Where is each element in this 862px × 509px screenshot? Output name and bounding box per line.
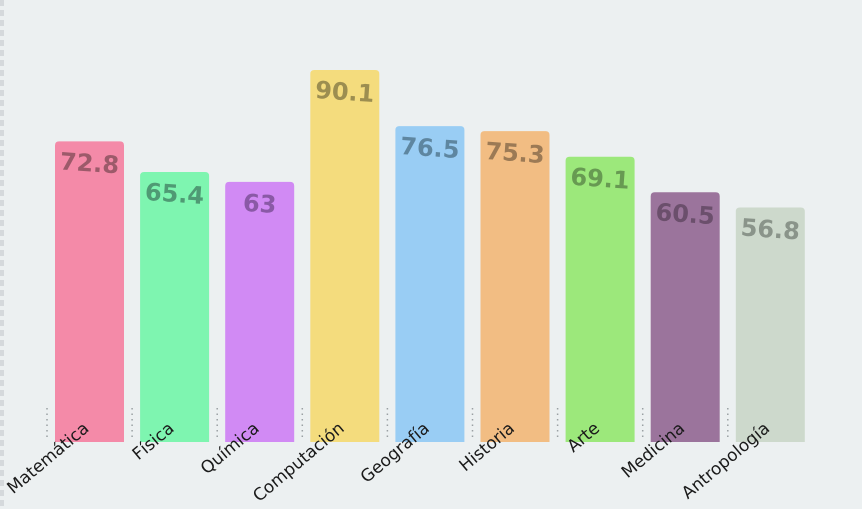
value-label-historia: 75.3 (484, 137, 545, 169)
value-label-fisica: 65.4 (144, 178, 205, 210)
bars-layer: 72.8 65.4 63 90.1 76.5 75.3 69.1 60.5 56.8 (55, 70, 805, 442)
bar-historia (480, 131, 550, 442)
bar-geografia (395, 126, 465, 442)
value-label-antropologia: 56.8 (740, 213, 801, 245)
left-edge-divider (0, 0, 4, 509)
category-label-matematica: Matemática (3, 419, 93, 499)
bar-fisica (140, 171, 210, 442)
bar-computacion (310, 70, 380, 442)
value-label-matematica: 72.8 (59, 147, 120, 179)
bar-medicina (650, 192, 720, 442)
bar-arte (565, 156, 635, 442)
value-label-arte: 69.1 (570, 163, 631, 195)
value-label-computacion: 90.1 (314, 76, 375, 108)
bar-antropologia (735, 207, 805, 442)
bar-matematica (55, 141, 124, 442)
value-label-quimica: 63 (242, 189, 277, 219)
value-label-geografia: 76.5 (399, 132, 460, 164)
value-label-medicina: 60.5 (655, 198, 716, 230)
bar-quimica (225, 181, 295, 442)
